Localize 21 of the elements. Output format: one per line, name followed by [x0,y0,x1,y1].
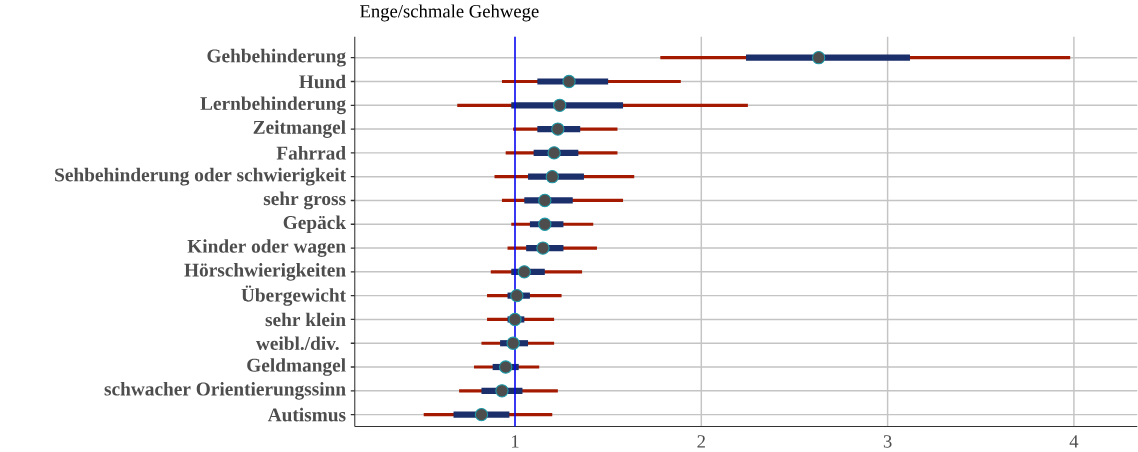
y-tick-label: Gepäck [283,215,347,233]
x-tick-label: 3 [883,435,892,448]
y-tick-label: weibl./div. [255,336,339,350]
y-tick-label: Lernbehinderung [200,96,346,115]
y-tick-label: Hund [299,74,346,89]
x-tick-label: 4 [1069,435,1079,448]
y-tick-label: Übergewicht [241,285,346,306]
y-tick-label: sehr klein [265,312,346,327]
y-tick-label: Hörschwierigkeiten [184,262,346,281]
y-tick-label: Fahrrad [276,145,346,160]
y-tick-label: Sehbehinderung oder schwierigkeit [55,167,346,186]
y-tick-label: sehr gross [263,191,346,210]
y-tick-label: schwacher Orientierungssinn [104,381,346,400]
chart-title: Enge/schmale Gehwege [360,4,539,22]
x-tick-label: 2 [697,435,705,448]
y-tick-label: Autismus [267,407,346,422]
y-tick-label: Geldmangel [247,358,346,376]
y-tick-label: Gehbehinderung [207,48,346,67]
y-tick-label: Zeitmangel [253,120,346,138]
y-tick-label: Kinder oder wagen [187,239,346,257]
x-tick-label: 1 [511,435,519,448]
